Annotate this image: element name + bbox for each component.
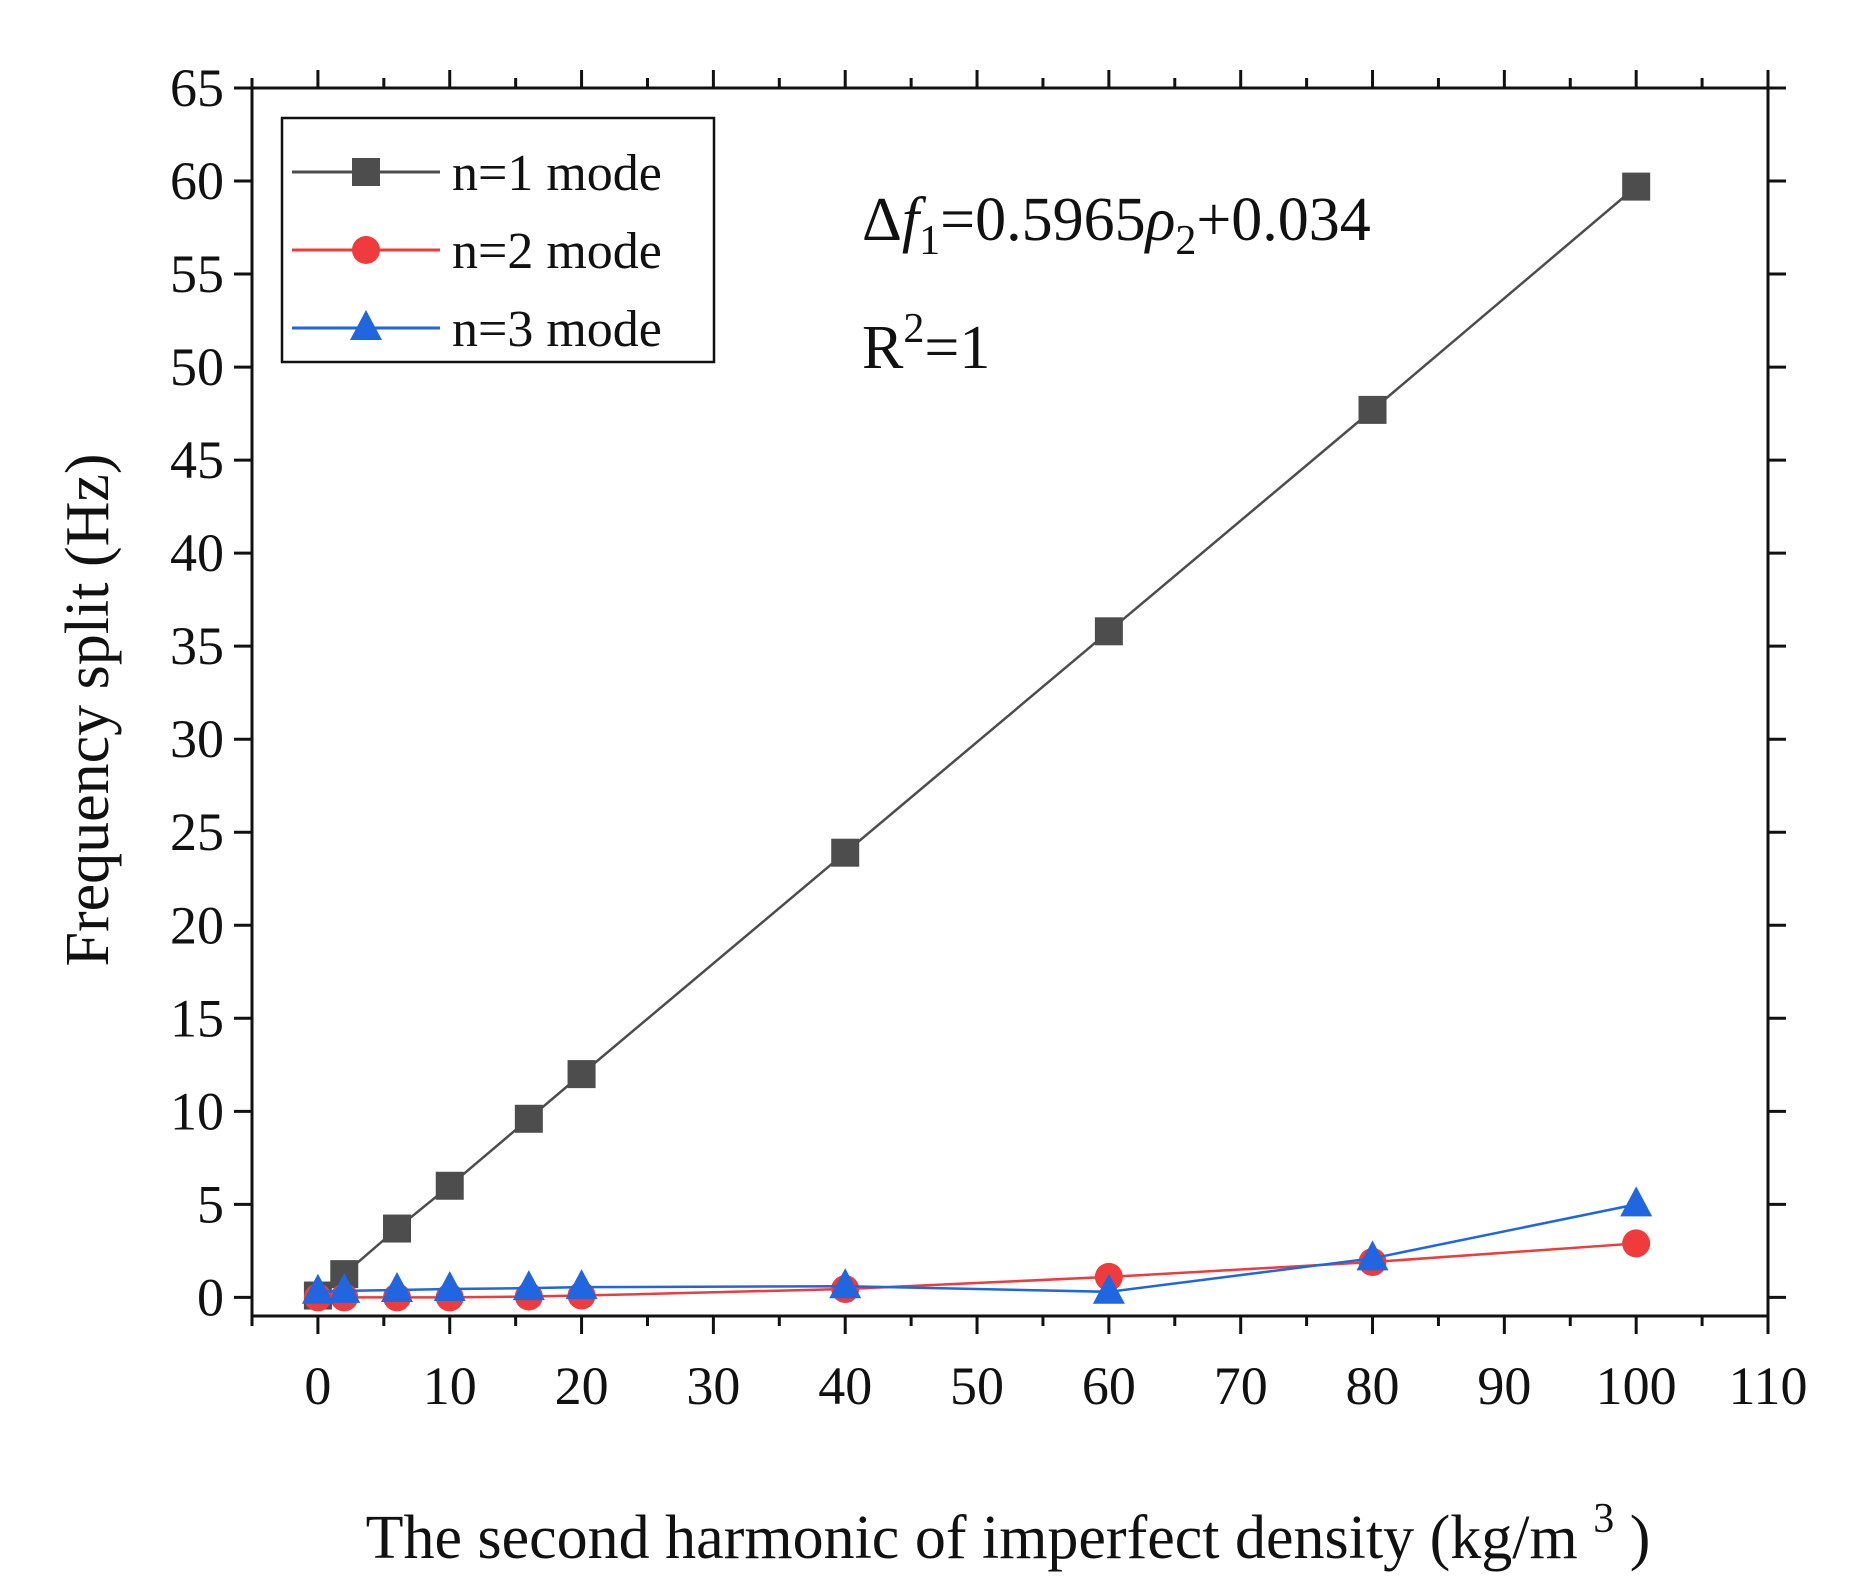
series-3 bbox=[301, 1186, 1653, 1304]
y-tick-label: 50 bbox=[170, 337, 224, 397]
equation-f-subscript: 1 bbox=[919, 218, 940, 264]
data-point bbox=[831, 838, 860, 867]
x-axis-unit-close: ) bbox=[1630, 1504, 1651, 1572]
series-layer bbox=[301, 172, 1653, 1312]
data-point bbox=[1094, 617, 1123, 646]
y-tick-label: 10 bbox=[170, 1081, 224, 1141]
data-point bbox=[433, 1271, 466, 1302]
series-1 bbox=[303, 172, 1651, 1310]
x-tick-label: 110 bbox=[1729, 1356, 1808, 1416]
y-tick-label: 0 bbox=[197, 1267, 224, 1327]
data-point bbox=[829, 1268, 862, 1299]
legend-marker bbox=[352, 158, 380, 186]
y-tick-label: 45 bbox=[170, 430, 224, 490]
legend-item: n=3 mode bbox=[292, 301, 662, 358]
axes-frame bbox=[250, 86, 1770, 1318]
x-tick-label: 10 bbox=[423, 1356, 477, 1416]
equation-delta: Δ bbox=[862, 186, 902, 254]
y-tick-label: 60 bbox=[170, 151, 224, 211]
r-squared: R2=1 bbox=[862, 306, 990, 382]
y-axis-title: Frequency split (Hz) bbox=[54, 453, 122, 966]
data-point bbox=[514, 1104, 543, 1133]
y-tick-label: 35 bbox=[170, 616, 224, 676]
data-point bbox=[435, 1171, 464, 1200]
legend-item: n=1 mode bbox=[292, 145, 662, 202]
x-tick-label: 30 bbox=[686, 1356, 740, 1416]
data-point bbox=[1622, 172, 1651, 201]
plot-frame bbox=[250, 86, 1770, 1318]
data-point bbox=[512, 1270, 545, 1301]
data-point bbox=[565, 1269, 598, 1300]
x-axis-unit: (kg/m bbox=[1430, 1504, 1578, 1572]
legend-item: n=2 mode bbox=[292, 223, 662, 280]
data-point bbox=[1358, 395, 1387, 424]
legend-label: n=1 mode bbox=[452, 145, 662, 202]
axis-ticks: 0 10 20 30 40 50 60 70 80 90 100 110 0 5 10 15 20 25 30 35 4… bbox=[170, 58, 1808, 1416]
equation-intercept: +0.034 bbox=[1196, 186, 1370, 254]
y-tick-label: 15 bbox=[170, 988, 224, 1048]
data-point bbox=[328, 1272, 361, 1303]
legend-label: n=2 mode bbox=[452, 223, 662, 280]
data-point bbox=[381, 1271, 414, 1302]
data-point bbox=[383, 1214, 412, 1243]
series-line bbox=[317, 1203, 1637, 1294]
x-axis-title: The second harmonic of imperfect density… bbox=[366, 1478, 1651, 1572]
equation-rho: ρ bbox=[1144, 186, 1176, 254]
y-tick-label: 30 bbox=[170, 709, 224, 769]
series-line bbox=[317, 1242, 1637, 1299]
equation-rho-subscript: 2 bbox=[1175, 218, 1196, 264]
data-point bbox=[567, 1060, 596, 1089]
x-tick-label: 0 bbox=[304, 1356, 331, 1416]
x-tick-label: 50 bbox=[950, 1356, 1004, 1416]
data-point bbox=[301, 1273, 334, 1304]
legend-label: n=3 mode bbox=[452, 301, 662, 358]
y-tick-label: 40 bbox=[170, 523, 224, 583]
x-axis-title-text: The second harmonic of imperfect density bbox=[366, 1504, 1414, 1572]
x-tick-label: 80 bbox=[1346, 1356, 1400, 1416]
x-tick-label: 100 bbox=[1596, 1356, 1677, 1416]
series-line bbox=[317, 185, 1637, 1297]
x-tick-label: 20 bbox=[555, 1356, 609, 1416]
r-squared-exponent: 2 bbox=[903, 306, 924, 352]
legend: n=1 mode n=2 mode n=3 mode bbox=[280, 116, 716, 364]
data-point bbox=[1356, 1240, 1389, 1271]
x-axis-unit-exponent: 3 bbox=[1593, 1496, 1614, 1542]
y-tick-label: 20 bbox=[170, 895, 224, 955]
data-point bbox=[1092, 1273, 1125, 1304]
legend-marker bbox=[350, 310, 382, 340]
equation-coefficient: =0.5965 bbox=[940, 186, 1145, 254]
y-tick-label: 55 bbox=[170, 244, 224, 304]
data-point bbox=[1622, 1229, 1651, 1258]
fit-equation: Δf1=0.5965ρ2+0.034 bbox=[862, 186, 1371, 264]
x-tick-label: 70 bbox=[1214, 1356, 1268, 1416]
y-tick-label: 25 bbox=[170, 802, 224, 862]
r-squared-base: R bbox=[862, 314, 904, 382]
x-tick-label: 40 bbox=[818, 1356, 872, 1416]
data-point bbox=[1620, 1186, 1653, 1217]
x-tick-label: 90 bbox=[1477, 1356, 1531, 1416]
legend-marker bbox=[352, 236, 380, 264]
y-tick-label: 65 bbox=[170, 58, 224, 118]
y-tick-label: 5 bbox=[197, 1174, 224, 1234]
x-tick-label: 60 bbox=[1082, 1356, 1136, 1416]
r-squared-value: =1 bbox=[924, 314, 990, 382]
